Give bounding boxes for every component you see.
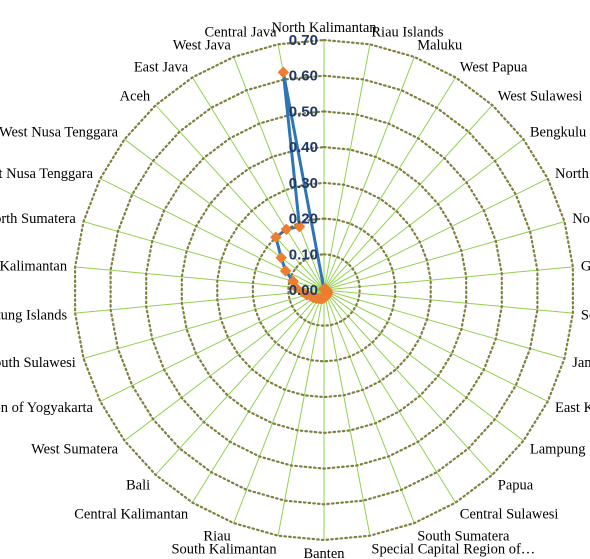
radial-tick-label: 0.20	[289, 211, 318, 228]
category-label: West Java	[173, 38, 232, 54]
grid-spoke	[323, 289, 493, 476]
radial-tick-label: 0.50	[289, 103, 318, 120]
category-label: Riau Islands	[371, 25, 443, 41]
radial-tick-label: 0.60	[289, 68, 318, 85]
grid-spoke	[99, 178, 325, 291]
grid-spoke	[323, 56, 415, 291]
category-label: Maluku	[417, 38, 462, 54]
category-label: North Maluku	[555, 166, 590, 182]
grid-spoke	[323, 289, 524, 442]
grid-spoke	[323, 289, 565, 359]
grid-spoke	[191, 289, 325, 503]
grid-ring	[180, 145, 468, 435]
category-label: Jambi	[572, 355, 590, 371]
data-point-marker	[296, 286, 309, 298]
data-point-marker	[270, 231, 282, 244]
radial-tick-label: 0.70	[289, 32, 318, 49]
grid-spoke	[75, 266, 325, 291]
data-point-marker	[293, 220, 306, 233]
category-label: Bengkulu	[530, 125, 586, 141]
category-label: Gorontalo	[581, 259, 590, 275]
radial-tick-label: 0.40	[289, 139, 318, 156]
category-label: West Nusa Tenggara	[0, 125, 119, 141]
category-label: Bali	[126, 477, 150, 493]
category-label: Lampung	[530, 442, 586, 458]
grid-spoke	[75, 289, 325, 314]
grid-spoke	[323, 289, 549, 402]
category-label: Special Region of Yogyakarta	[0, 400, 94, 416]
category-label: North Kalimantan	[271, 20, 377, 36]
category-label: Special Capital Region of…	[371, 542, 535, 558]
data-point-marker	[277, 66, 290, 79]
category-label: South Kalimantan	[171, 542, 277, 558]
grid-spoke	[323, 77, 457, 291]
grid-spoke	[99, 289, 325, 402]
grid-spoke	[233, 56, 325, 291]
category-label: Papua	[498, 477, 534, 493]
grid-ring	[145, 110, 503, 470]
grid-ring	[73, 38, 575, 542]
grid-ring	[251, 217, 397, 363]
category-label: East Kalimantan	[555, 400, 590, 416]
data-point-marker	[279, 265, 292, 277]
grid-rings	[73, 38, 575, 542]
category-label: East Java	[134, 59, 189, 75]
grid-spoke	[323, 289, 371, 536]
category-label: Central Kalimantan	[74, 507, 189, 523]
grid-ring	[216, 181, 432, 399]
category-label: Central Sulawesi	[460, 507, 559, 523]
grid-spoke	[323, 289, 573, 314]
category-label: West Kalimantan	[0, 259, 68, 275]
category-label: West Sumatera	[31, 442, 119, 458]
grid-spoke	[323, 178, 549, 291]
grid-spoke	[83, 289, 325, 359]
category-label: Central Java	[205, 25, 278, 41]
grid-spoke	[323, 138, 524, 291]
grid-spoke	[155, 289, 325, 476]
grid-spoke	[277, 289, 325, 536]
category-label: Riau	[203, 528, 230, 544]
category-label: North Sulawesi	[572, 211, 590, 227]
category-label: Aceh	[120, 89, 151, 105]
grid-spoke	[323, 289, 415, 524]
grid-ring	[109, 74, 539, 506]
category-label: East Nusa Tenggara	[0, 166, 94, 182]
category-label: Southeast Sulawesi	[581, 307, 590, 323]
grid-spoke	[233, 289, 325, 524]
grid-spoke	[191, 77, 325, 291]
grid-spoke	[124, 289, 325, 442]
grid-spoke	[323, 104, 493, 291]
category-label: West Papua	[460, 59, 528, 75]
data-point-marker	[287, 275, 299, 288]
category-label: Bangka Belitung Islands	[0, 307, 67, 323]
grid-spoke	[323, 44, 371, 291]
data-point-marker	[280, 223, 293, 236]
grid-spokes	[75, 40, 573, 540]
radial-tick-label: 0.30	[289, 175, 318, 192]
category-label: South Sumatera	[417, 528, 510, 544]
category-label: West Sulawesi	[498, 89, 583, 105]
radial-tick-label: 0.10	[289, 246, 318, 263]
grid-spoke	[155, 104, 325, 291]
data-point-marker	[275, 251, 288, 264]
grid-spoke	[323, 221, 565, 291]
tick-labels: 0.00 0.10 0.20 0.30 0.40 0.50 0.60 0.70	[289, 32, 318, 299]
grid-spoke	[323, 289, 457, 503]
series-layer	[270, 66, 334, 305]
category-label: North Sumatera	[0, 211, 76, 227]
radial-tick-label: 0.00	[289, 282, 318, 299]
grid-spoke	[83, 221, 325, 291]
grid-spoke	[323, 266, 573, 291]
grid-ring	[287, 253, 361, 327]
category-label: South Sulawesi	[0, 355, 76, 371]
grid-spoke	[124, 138, 325, 291]
category-label: Banten	[303, 546, 345, 559]
